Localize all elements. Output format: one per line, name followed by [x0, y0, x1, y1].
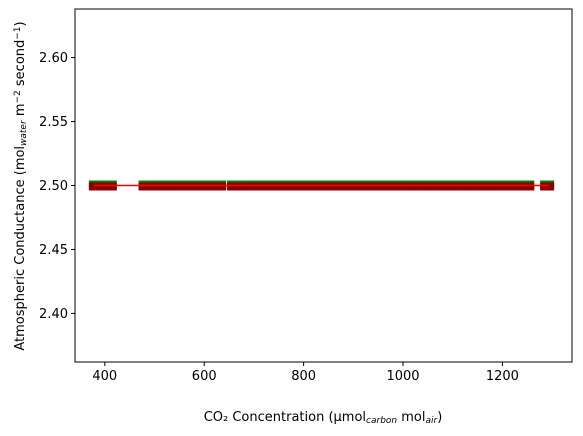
y-tick-label: 2.40: [39, 307, 68, 322]
scatter-point: [195, 182, 206, 191]
series-layer: [88, 180, 555, 191]
y-tick-label: 2.55: [39, 115, 68, 130]
scatter-point: [106, 182, 117, 191]
x-tick-label: 400: [92, 369, 117, 384]
y-tick-label: 2.60: [39, 51, 68, 66]
x-axis: 400 600 800 1000 1200: [92, 362, 519, 384]
x-tick-label: 800: [291, 369, 316, 384]
scatter-point: [544, 182, 555, 191]
scatter-point: [524, 182, 535, 191]
x-tick-label: 1000: [386, 369, 419, 384]
y-axis: 2.40 2.45 2.50 2.55 2.60: [39, 51, 75, 322]
scatter-point: [216, 182, 227, 191]
y-axis-label: Atmospheric Conductance (molwater m−2 se…: [13, 21, 29, 350]
y-tick-label: 2.45: [39, 243, 68, 258]
x-tick-label: 600: [192, 369, 217, 384]
x-axis-label: CO₂ Concentration (μmolcarbon molair): [204, 410, 443, 426]
x-tick-label: 1200: [486, 369, 519, 384]
y-tick-label: 2.50: [39, 179, 68, 194]
